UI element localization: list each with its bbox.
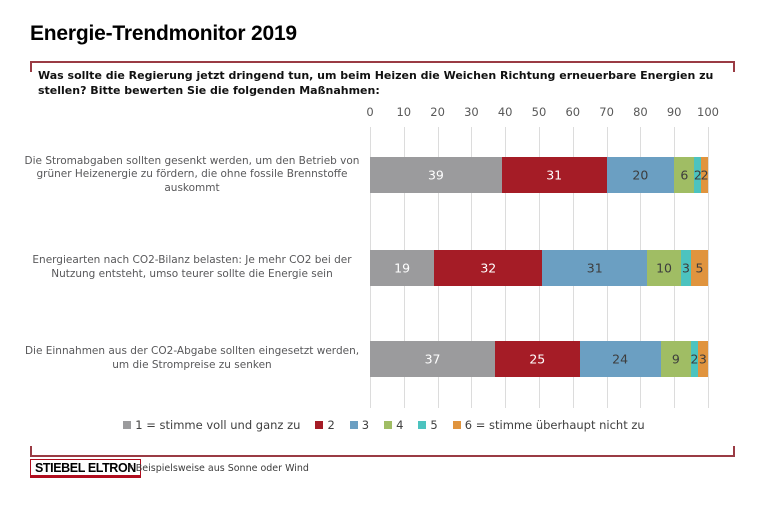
bar-segment: 10 <box>647 250 681 286</box>
legend-label: 3 <box>361 418 370 432</box>
legend-item: 1 = stimme voll und ganz zu <box>123 418 300 432</box>
bar-value-label: 10 <box>656 260 672 276</box>
axis-tick-label: 0 <box>366 105 374 119</box>
bar-segment: 32 <box>434 250 543 286</box>
bar-row: 37 25 24 9 2 3 <box>370 341 708 377</box>
bar-value-label: 6 <box>680 167 689 183</box>
legend-label: 4 <box>396 418 404 432</box>
legend-label: 6 = stimme überhaupt nicht zu <box>464 418 645 432</box>
bar-value-label: 25 <box>529 351 546 367</box>
axis-tick-label: 50 <box>531 105 547 119</box>
grid-line <box>708 127 709 408</box>
category-label: Die Einnahmen aus der CO2-Abgabe sollten… <box>24 345 360 371</box>
bar-value-label: 31 <box>586 260 603 276</box>
axis-tick-label: 90 <box>666 105 682 119</box>
footnote: * Beispielsweise aus Sonne oder Wind <box>128 463 309 474</box>
bar-value-label: 3 <box>698 351 707 367</box>
page-title: Energie-Trendmonitor 2019 <box>30 22 297 45</box>
bar-value-label: 32 <box>480 260 497 276</box>
bar-value-label: 5 <box>695 260 704 276</box>
bar-row: 39 31 20 6 2 2 <box>370 157 709 193</box>
bar-segment: 5 <box>691 250 708 286</box>
bar-segment: 3 <box>680 250 692 286</box>
legend-swatch-icon <box>384 421 393 429</box>
legend-item: 5 <box>418 418 438 432</box>
axis-tick-label: 60 <box>565 105 581 119</box>
bar-segment: 9 <box>660 341 692 377</box>
legend-item: 3 <box>349 418 370 432</box>
axis-tick-label: 40 <box>497 105 513 119</box>
bar-segment: 31 <box>501 157 607 193</box>
bar-value-label: 2 <box>693 167 702 183</box>
legend-label: 5 <box>430 418 438 432</box>
legend-item: 4 <box>384 418 403 432</box>
bar-value-label: 19 <box>394 260 411 276</box>
legend-swatch-icon <box>315 421 324 429</box>
category-label: Die Stromabgaben sollten gesenkt werden,… <box>24 154 360 194</box>
bar-value-label: 2 <box>700 167 709 183</box>
bar-row: 19 32 31 10 3 5 <box>370 250 708 286</box>
bar-value-label: 39 <box>427 167 444 183</box>
bar-value-label: 24 <box>612 351 629 367</box>
category-label: Energiearten nach CO2-Bilanz belasten: J… <box>32 254 352 280</box>
bar-segment: 25 <box>495 341 580 377</box>
chart-legend: 1 = stimme voll und ganz zu 2 3 4 5 6 = stimm… <box>0 418 768 432</box>
bar-segment: 2 <box>693 157 702 193</box>
axis-tick-label: 20 <box>430 105 445 119</box>
bar-segment: 39 <box>370 157 502 193</box>
bar-segment: 24 <box>579 341 661 377</box>
bar-segment: 6 <box>674 157 695 193</box>
legend-swatch-icon <box>349 421 358 429</box>
bar-segment: 37 <box>370 341 496 377</box>
legend-label: 2 <box>327 418 335 432</box>
legend-item: 2 <box>315 418 335 432</box>
legend-swatch-icon <box>452 421 461 429</box>
legend-swatch-icon <box>123 421 132 429</box>
bar-segment: 20 <box>606 157 675 193</box>
chart-question: Was sollte die Regierung jetzt dringend … <box>38 69 714 97</box>
axis-tick-label: 10 <box>396 105 412 119</box>
axis-tick-label: 100 <box>697 105 719 119</box>
bar-value-label: 3 <box>682 260 690 276</box>
bar-value-label: 2 <box>690 351 699 367</box>
bar-value-label: 9 <box>671 351 680 367</box>
bar-segment: 3 <box>697 341 708 377</box>
axis-tick-label: 80 <box>633 105 648 119</box>
axis-tick-label: 70 <box>599 105 614 119</box>
bar-segment: 31 <box>542 250 648 286</box>
legend-item: 6 = stimme überhaupt nicht zu <box>452 418 645 432</box>
bar-value-label: 37 <box>424 351 441 367</box>
bar-segment: 19 <box>370 250 435 286</box>
axis-tick-label: 30 <box>464 105 479 119</box>
bar-segment: 2 <box>700 157 709 193</box>
legend-swatch-icon <box>418 421 427 429</box>
legend-label: 1 = stimme voll und ganz zu <box>135 418 301 432</box>
frame-top-border <box>30 61 735 72</box>
bar-value-label: 20 <box>632 167 649 183</box>
bar-segment: 2 <box>690 341 699 377</box>
frame-bottom-border <box>30 446 735 457</box>
bar-value-label: 31 <box>546 167 563 183</box>
stiebel-eltron-logo: STIEBEL ELTRON <box>30 459 141 478</box>
